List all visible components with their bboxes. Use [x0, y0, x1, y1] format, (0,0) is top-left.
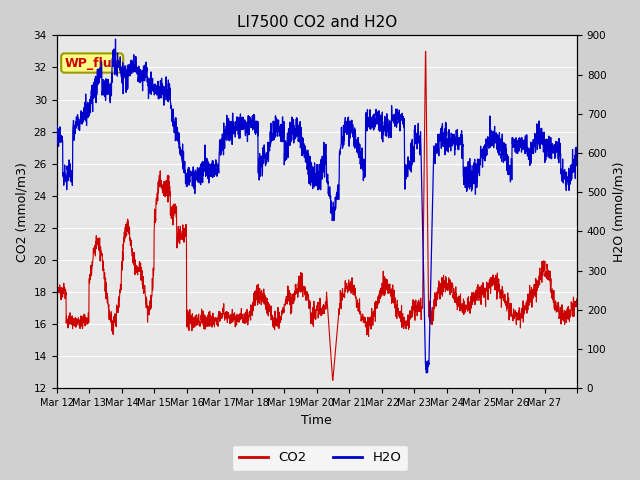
Title: LI7500 CO2 and H2O: LI7500 CO2 and H2O: [237, 15, 397, 30]
X-axis label: Time: Time: [301, 414, 332, 427]
Text: WP_flux: WP_flux: [65, 57, 120, 70]
Y-axis label: CO2 (mmol/m3): CO2 (mmol/m3): [15, 162, 28, 262]
Y-axis label: H2O (mmol/m3): H2O (mmol/m3): [612, 162, 625, 262]
Legend: CO2, H2O: CO2, H2O: [232, 445, 408, 471]
